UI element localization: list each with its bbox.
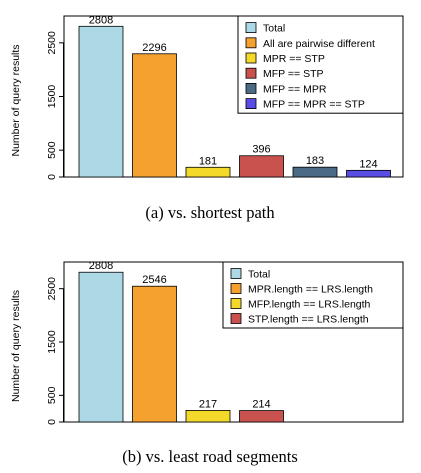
figure-caption: (b) vs. least road segments [122, 447, 298, 466]
chart-panel-2: 0 500 1500 2500 Number of query results 2808 2… [10, 260, 404, 466]
legend-label: All are pairwise different [263, 38, 375, 50]
legend-swatch [245, 83, 257, 94]
bar [132, 285, 177, 423]
bar-value-label: 396 [252, 144, 270, 156]
legend-swatch [245, 37, 257, 49]
legend-swatch [245, 98, 257, 109]
bar-value-label: 181 [199, 155, 217, 167]
bar [78, 271, 124, 423]
legend-label: Total [263, 23, 285, 35]
bar [292, 166, 338, 178]
legend-label: MPR == STP [263, 53, 325, 65]
bar [132, 53, 177, 178]
y-tick-label: 0 [46, 174, 58, 180]
legend-label: Total [248, 269, 270, 281]
legend-label: MFP.length == LRS.length [248, 299, 371, 311]
y-tick-label: 1500 [46, 85, 58, 109]
bar [239, 155, 284, 178]
bar-value-label: 2296 [142, 42, 166, 54]
bar-value-label: 2808 [89, 14, 113, 26]
legend-swatch [230, 298, 242, 309]
bar-value-label: 183 [306, 155, 324, 167]
y-tick-label: 2500 [46, 31, 58, 55]
legend-label: MFP == MPR == STP [263, 99, 365, 111]
y-tick-label: 500 [46, 141, 58, 159]
chart-panel-1: 0 500 1500 2500 Number of query results 2808 2… [10, 14, 404, 222]
legend-label: MFP == STP [263, 68, 324, 80]
y-tick-label: 0 [46, 419, 58, 425]
legend-box [222, 261, 404, 329]
bar [185, 166, 231, 178]
legend-swatch [245, 67, 257, 79]
legend-swatch [230, 313, 242, 324]
legend-swatch [245, 52, 257, 64]
bar [239, 410, 284, 423]
legend-label: STP.length == LRS.length [248, 314, 369, 326]
bar [346, 169, 391, 178]
bar [185, 410, 231, 423]
legend-box [237, 15, 404, 114]
bar [78, 25, 124, 178]
legend: Total All are pairwise different MPR == ST… [237, 15, 404, 114]
legend-swatch [230, 283, 242, 294]
bar-value-label: 214 [252, 399, 270, 411]
legend: Total MPR.length == LRS.length MFP.length … [222, 261, 404, 329]
bar-value-label: 2808 [89, 260, 113, 272]
y-tick-label: 500 [46, 386, 58, 404]
bar-value-label: 217 [199, 398, 217, 410]
y-axis-title: Number of query results [10, 44, 22, 156]
legend-label: MPR.length == LRS.length [248, 284, 373, 296]
figure-caption: (a) vs. shortest path [145, 203, 275, 222]
legend-swatch [245, 22, 257, 34]
y-tick-label: 2500 [46, 277, 58, 301]
bar-value-label: 124 [359, 158, 377, 170]
y-axis-title: Number of query results [10, 290, 22, 402]
bar-value-label: 2546 [142, 274, 166, 286]
legend-label: MFP == MPR [263, 83, 327, 95]
legend-swatch [230, 268, 242, 279]
y-tick-label: 1500 [46, 330, 58, 354]
